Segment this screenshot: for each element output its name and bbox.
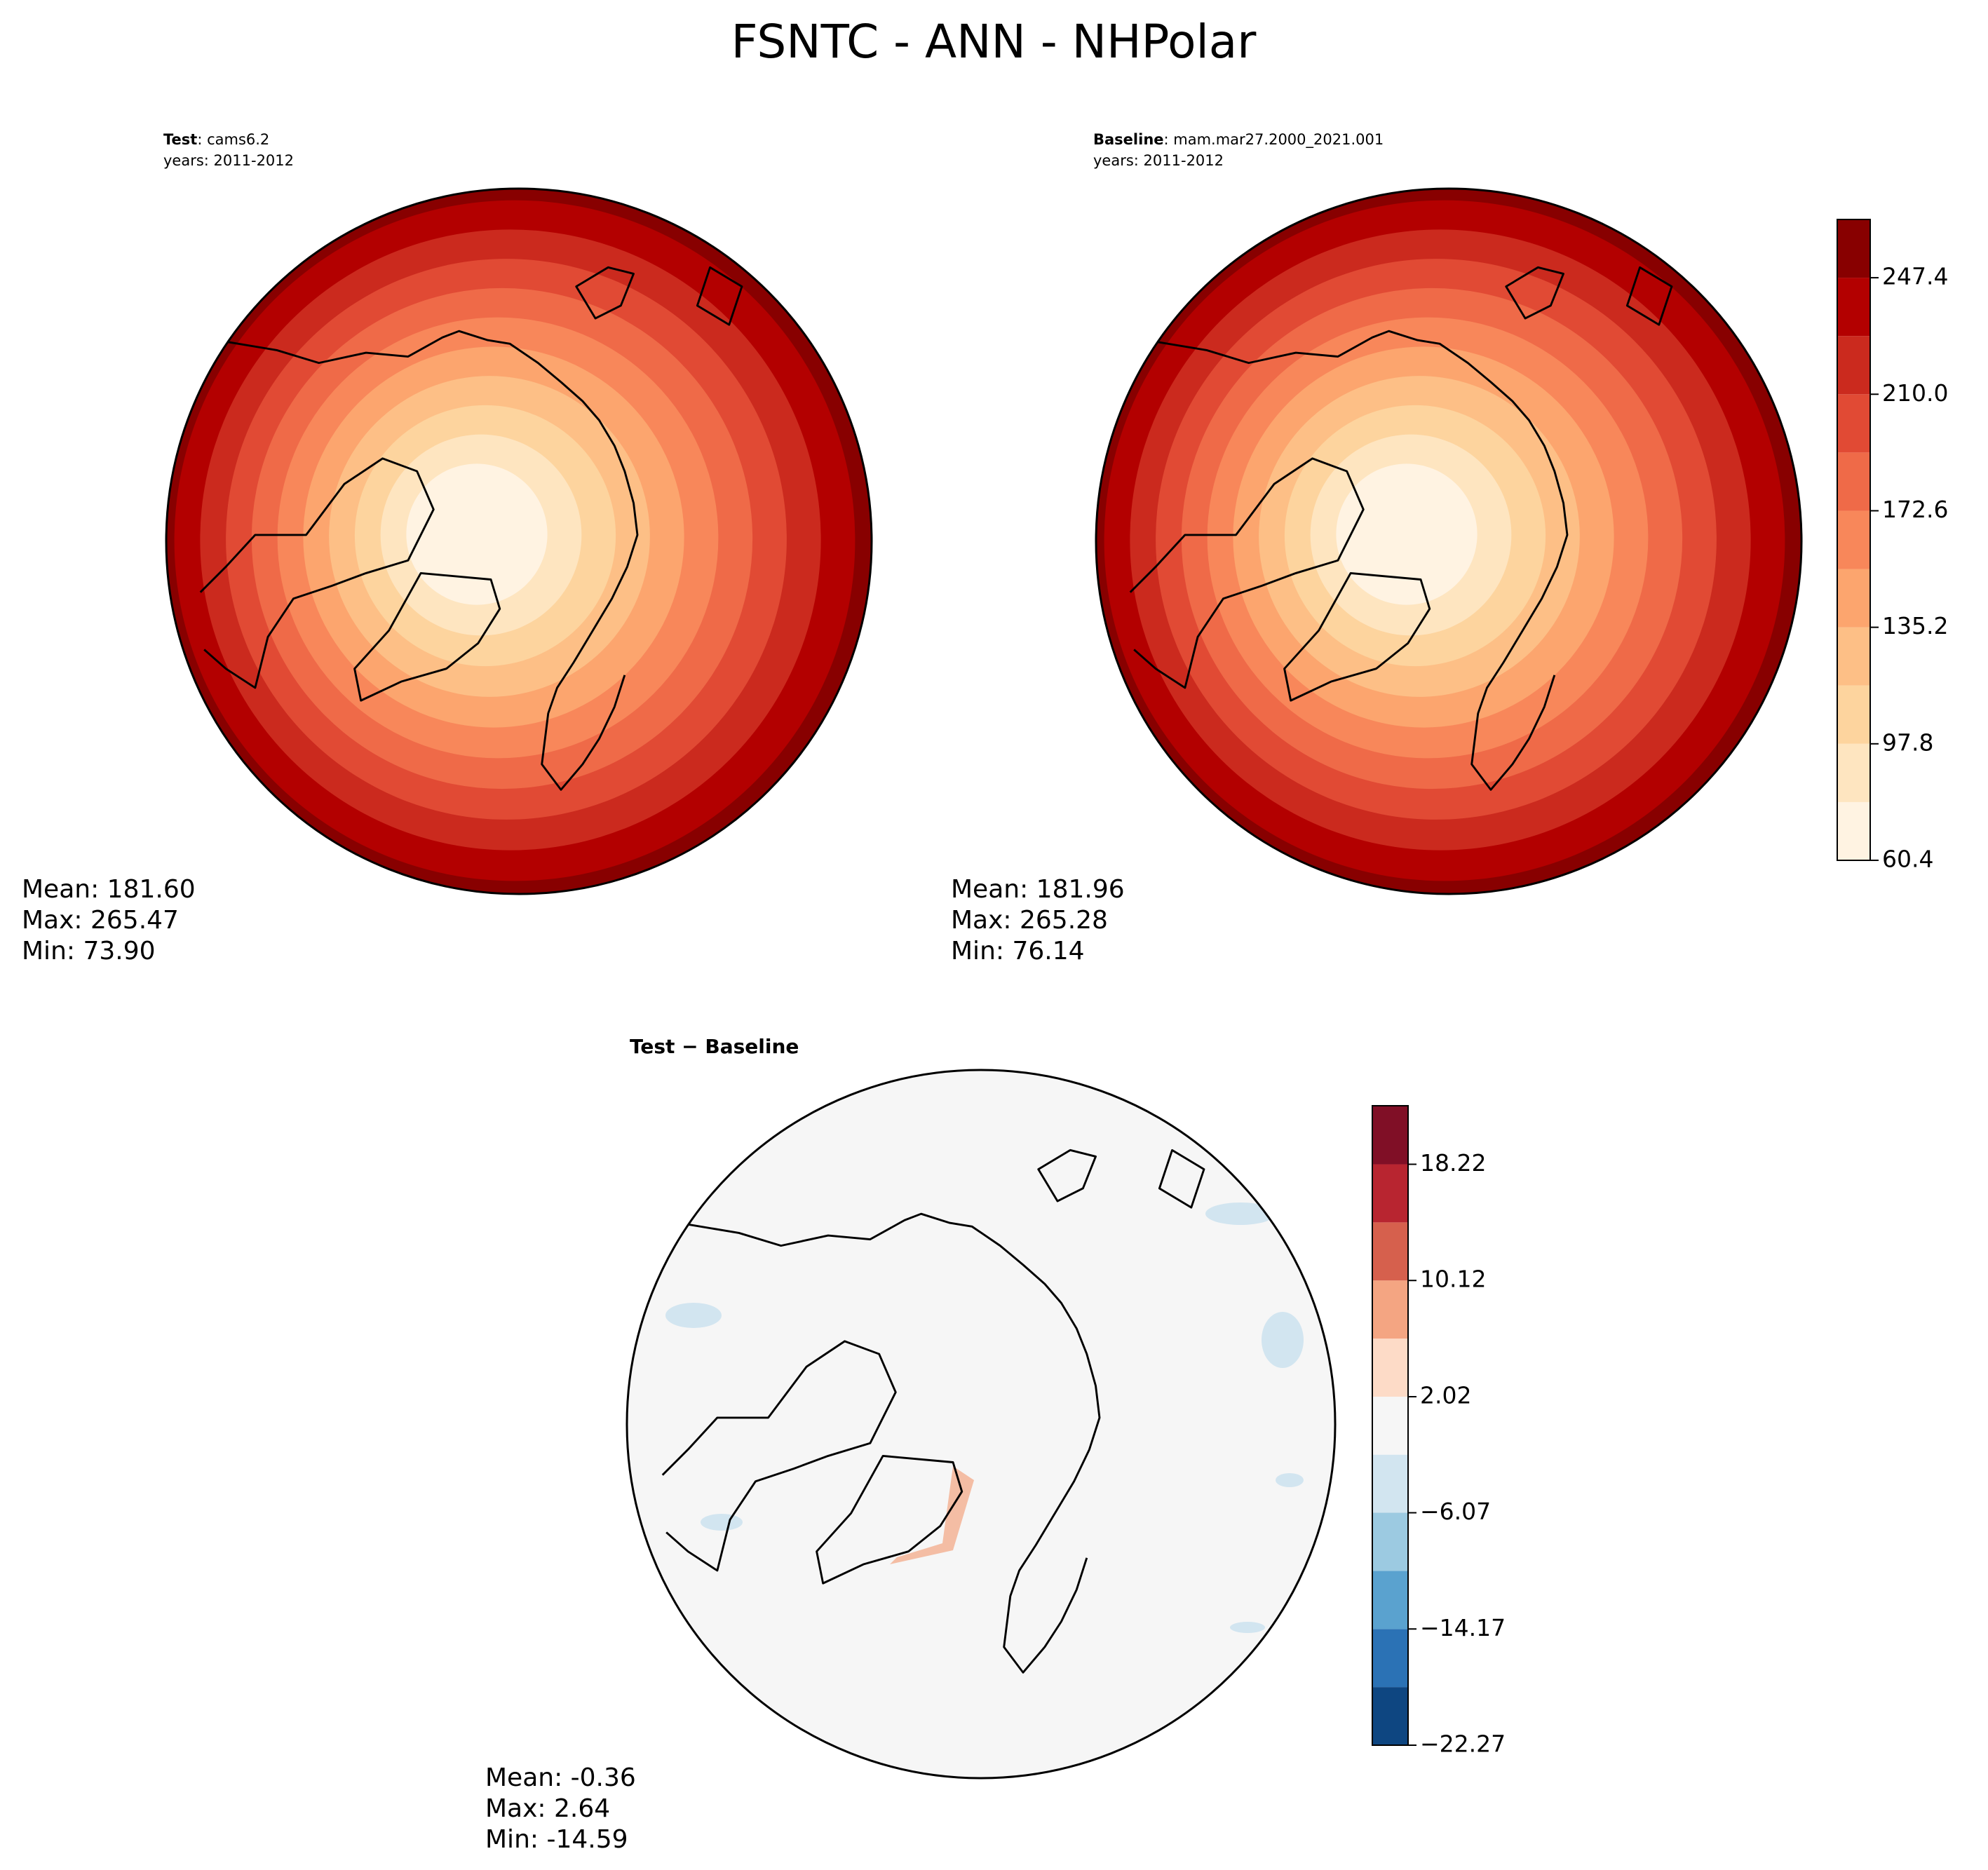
field-blob (1205, 1202, 1276, 1225)
colorbar-band (1372, 1396, 1408, 1455)
panel-name: : mam.mar27.2000_2021.001 (1164, 131, 1384, 149)
colorbar-band (1837, 452, 1870, 511)
colorbar-frame (1372, 1105, 1409, 1746)
stat: Mean: 181.60 (22, 875, 196, 904)
field-band (1336, 463, 1478, 605)
map-border (626, 1069, 1337, 1780)
colorbar-tick-label: 210.0 (1882, 379, 1948, 407)
coastline (1158, 1149, 1205, 1209)
colorbar-band (1837, 278, 1870, 337)
field-blob (665, 1303, 722, 1328)
coastline (575, 266, 635, 320)
colorbar-frame (1837, 219, 1871, 861)
coastline (696, 266, 743, 326)
colorbar-tick-label: 247.4 (1882, 263, 1948, 290)
coastlines (661, 1149, 1205, 1674)
colorbar-band (1372, 1454, 1408, 1513)
panel-name: : cams6.2 (197, 131, 269, 148)
colorbar-tick-label: −22.27 (1420, 1730, 1506, 1758)
colorbar-band (1372, 1280, 1408, 1339)
colorbar-band (1372, 1571, 1408, 1630)
stat: Mean: 181.96 (951, 875, 1125, 904)
colorbar-tick-label: 135.2 (1882, 612, 1948, 639)
stat: Max: 265.47 (22, 906, 179, 935)
colorbar-band (1837, 510, 1870, 569)
stat: Max: 2.64 (485, 1794, 610, 1823)
colorbar-tick-label: 2.02 (1420, 1381, 1471, 1409)
map (627, 1070, 1335, 1778)
coastline (1129, 457, 1365, 689)
coastline (1625, 266, 1673, 326)
stat: Max: 265.28 (951, 906, 1108, 935)
colorbar-band (1372, 1106, 1408, 1165)
colorbar-band (1837, 394, 1870, 453)
field-blob (1262, 1312, 1304, 1368)
colorbar-tick-label: −14.17 (1420, 1614, 1506, 1641)
colorbar-band (1837, 336, 1870, 395)
coastline (1283, 571, 1431, 702)
stat: Min: 73.90 (22, 937, 156, 966)
colorbar-band (1372, 1687, 1408, 1745)
colorbar-tick-label: 10.12 (1420, 1266, 1486, 1293)
colorbar-tick-label: 172.6 (1882, 496, 1948, 523)
colorbar-tick-label: 97.8 (1882, 729, 1933, 756)
field-streak (890, 1466, 974, 1564)
stat: Mean: -0.36 (485, 1763, 636, 1792)
colorbar-band (1372, 1512, 1408, 1571)
coastline (223, 330, 639, 791)
colorbar-tick-label: 18.22 (1420, 1149, 1486, 1177)
panel-title: Test: cams6.2 (163, 131, 269, 148)
panel-label: Baseline (1093, 131, 1164, 148)
figure-title: FSNTC - ANN - NHPolar (731, 15, 1257, 69)
panel-years: years: 2011-2012 (163, 152, 294, 169)
map (1096, 189, 1801, 894)
coastline (1505, 266, 1564, 320)
panel-title: Test − Baseline (630, 1035, 799, 1058)
map-border (1095, 187, 1803, 895)
colorbar-tick-label: −6.07 (1420, 1498, 1491, 1525)
field-blob (1276, 1473, 1304, 1487)
colorbar-band (1837, 627, 1870, 686)
panel-title: Baseline: mam.mar27.2000_2021.001 (1093, 131, 1384, 149)
field-blob (1230, 1622, 1265, 1633)
coastline (685, 1212, 1101, 1674)
stat: Min: 76.14 (951, 937, 1085, 966)
field-band (406, 463, 548, 605)
coastline (816, 1454, 963, 1585)
panel-years: years: 2011-2012 (1093, 152, 1224, 169)
coastline (661, 1340, 897, 1572)
colorbar-band (1837, 801, 1870, 860)
colorbar-band (1372, 1629, 1408, 1688)
field-band (627, 1070, 1335, 1778)
colorbar-band (1837, 569, 1870, 628)
map-border (165, 187, 873, 895)
field-blob (701, 1514, 743, 1531)
map (166, 189, 872, 894)
colorbar-tick-label: 60.4 (1882, 846, 1933, 873)
coastline (1153, 330, 1569, 791)
coastlines (1129, 266, 1673, 791)
coastlines (199, 266, 743, 791)
colorbar-band (1837, 685, 1870, 744)
coastline (199, 457, 435, 689)
colorbar-band (1837, 743, 1870, 802)
coastline (353, 571, 501, 702)
colorbar-band (1372, 1222, 1408, 1281)
colorbar-band (1372, 1339, 1408, 1397)
coastline (1037, 1149, 1097, 1202)
colorbar-band (1837, 219, 1870, 278)
colorbar-band (1372, 1164, 1408, 1223)
stat: Min: -14.59 (485, 1825, 628, 1854)
panel-label: Test (163, 131, 197, 148)
